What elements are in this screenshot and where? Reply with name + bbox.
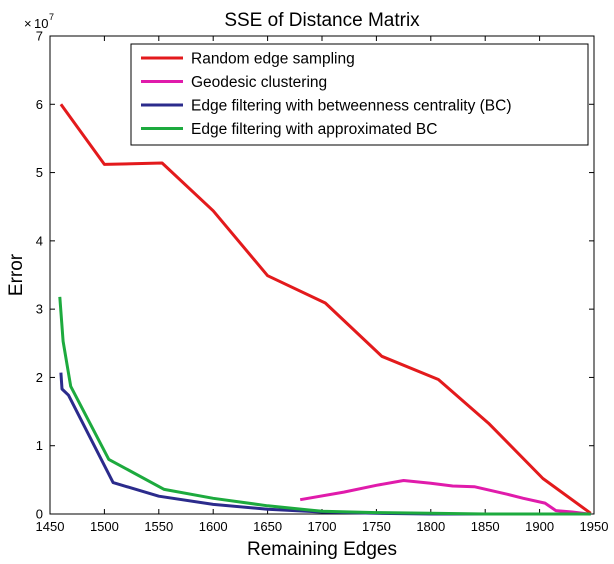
series-line-geodesic-clustering xyxy=(299,479,589,516)
x-tick-label: 1500 xyxy=(90,519,119,534)
y-axis-label: Error xyxy=(6,253,27,296)
x-tick-label: 1800 xyxy=(416,519,445,534)
series-line-random-edge-sampling xyxy=(59,103,592,515)
x-tick-label: 1700 xyxy=(308,519,337,534)
x-tick-label: 1950 xyxy=(580,519,609,534)
legend-label-geodesic-clustering: Geodesic clustering xyxy=(191,74,327,91)
y-tick-label: 3 xyxy=(36,302,43,317)
y-scale-factor-times: × xyxy=(24,16,32,31)
series-line-bc-edge-filtering xyxy=(59,372,591,516)
x-tick-label: 1450 xyxy=(36,519,65,534)
x-axis: 1450 1500 1550 1600 1650 1700 1750 1800 1850 1900… xyxy=(36,36,609,534)
legend-label-random-edge-sampling: Random edge sampling xyxy=(191,51,355,68)
x-tick-label: 1650 xyxy=(253,519,282,534)
y-tick-label: 6 xyxy=(36,97,43,112)
y-tick-label: 1 xyxy=(36,438,43,453)
series-lines xyxy=(58,103,592,516)
y-scale-factor-exponent: 7 xyxy=(49,12,54,22)
legend-label-approx-bc-edge-filtering: Edge filtering with approximated BC xyxy=(191,121,437,138)
legend: Random edge sampling Geodesic clustering E… xyxy=(130,43,589,146)
y-tick-label: 4 xyxy=(36,233,43,248)
y-tick-label: 2 xyxy=(36,370,43,385)
y-tick-label: 7 xyxy=(36,29,43,44)
y-tick-label: 5 xyxy=(36,165,43,180)
x-axis-label: Remaining Edges xyxy=(247,539,397,560)
x-tick-label: 1550 xyxy=(144,519,173,534)
y-axis: 0 1 2 3 4 5 6 7 xyxy=(36,29,594,522)
x-tick-label: 1850 xyxy=(471,519,500,534)
x-tick-label: 1600 xyxy=(199,519,228,534)
chart-title: SSE of Distance Matrix xyxy=(224,10,420,31)
legend-box xyxy=(130,43,589,146)
x-tick-label: 1750 xyxy=(362,519,391,534)
y-tick-label: 0 xyxy=(36,507,43,522)
legend-label-bc-edge-filtering: Edge filtering with betweenness centrali… xyxy=(191,98,511,115)
series-line-approx-bc-edge-filtering xyxy=(58,296,591,516)
y-scale-factor-base: 10 xyxy=(34,16,48,31)
x-tick-label: 1900 xyxy=(525,519,554,534)
